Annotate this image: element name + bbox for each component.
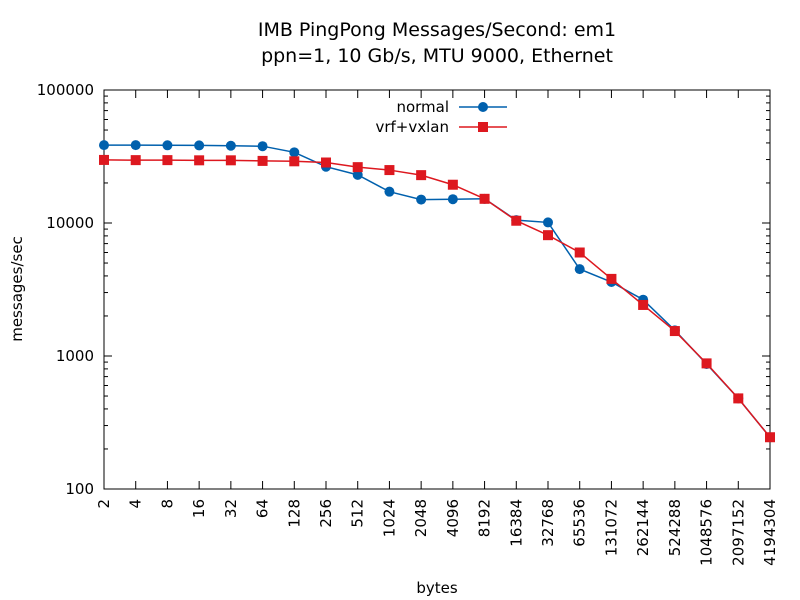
data-point-normal [194, 140, 205, 151]
legend-marker [478, 122, 488, 132]
y-axis-label: messages/sec [8, 236, 26, 342]
x-tick-label: 4 [127, 499, 145, 509]
series-vrf-vxlan [99, 154, 775, 443]
x-tick-label: 8 [158, 499, 176, 509]
data-point-vrf-vxlan [543, 230, 553, 241]
x-tick-label: 1048576 [698, 499, 716, 566]
data-point-vrf-vxlan [162, 155, 173, 166]
data-point-vrf-vxlan [733, 393, 744, 404]
x-tick-label: 1024 [380, 499, 398, 537]
data-point-normal [543, 217, 553, 228]
data-point-vrf-vxlan [511, 215, 522, 226]
data-point-vrf-vxlan [321, 157, 331, 168]
data-point-vrf-vxlan [257, 155, 268, 166]
x-tick-label: 2048 [412, 499, 430, 537]
legend-marker [478, 102, 488, 112]
legend-label-vrf-vxlan: vrf+vxlan [375, 118, 449, 136]
y-tick-label: 100 [65, 480, 94, 498]
y-tick-label: 100000 [37, 81, 94, 99]
data-point-normal [574, 264, 585, 275]
data-point-normal [162, 140, 173, 151]
y-axis: 100 1000 10000 100000 [37, 81, 770, 498]
data-point-vrf-vxlan [225, 155, 236, 166]
data-point-vrf-vxlan [130, 155, 141, 166]
chart-subtitle: ppn=1, 10 Gb/s, MTU 9000, Ethernet [261, 45, 613, 67]
x-tick-label: 65536 [571, 499, 589, 547]
data-point-normal [447, 194, 458, 205]
data-point-vrf-vxlan [416, 170, 427, 181]
x-tick-label: 256 [317, 499, 335, 528]
x-tick-label: 32768 [539, 499, 557, 547]
legend-sample-normal [459, 102, 507, 112]
legend-sample-vrf-vxlan [459, 122, 507, 132]
data-point-vrf-vxlan [384, 165, 395, 176]
data-point-vrf-vxlan [289, 156, 300, 167]
data-point-vrf-vxlan [701, 358, 712, 369]
data-point-vrf-vxlan [669, 326, 680, 337]
series-layer [99, 140, 775, 443]
data-point-vrf-vxlan [99, 154, 109, 165]
data-point-normal [289, 147, 300, 158]
x-tick-label: 4194304 [761, 499, 779, 566]
series-line-vrf-vxlan [103, 159, 771, 438]
data-point-normal [384, 186, 395, 197]
data-point-normal [257, 141, 268, 152]
data-point-vrf-vxlan [479, 193, 490, 204]
chart-title: IMB PingPong Messages/Second: em1 [258, 19, 616, 41]
data-point-vrf-vxlan [352, 162, 363, 173]
data-point-vrf-vxlan [447, 179, 458, 190]
x-tick-label: 131072 [602, 499, 620, 556]
x-tick-label: 8192 [476, 499, 494, 537]
x-tick-label: 2097152 [729, 499, 747, 566]
data-point-vrf-vxlan [194, 155, 205, 166]
data-point-vrf-vxlan [638, 299, 649, 310]
x-tick-label: 262144 [634, 499, 652, 556]
x-axis-label: bytes [416, 579, 458, 597]
data-point-vrf-vxlan [606, 273, 617, 284]
series-normal [99, 140, 775, 443]
data-point-vrf-vxlan [574, 247, 585, 258]
x-tick-label: 2 [95, 499, 113, 509]
x-tick-label: 64 [254, 499, 272, 518]
x-tick-label: 128 [285, 499, 303, 528]
legend-label-normal: normal [396, 98, 449, 116]
x-tick-label: 524288 [666, 499, 684, 556]
data-point-normal [130, 140, 141, 151]
data-point-normal [99, 140, 109, 151]
x-tick-label: 16384 [507, 499, 525, 547]
legend: normal vrf+vxlan [375, 98, 507, 136]
x-tick-label: 4096 [444, 499, 462, 537]
x-tick-label: 512 [349, 499, 367, 528]
series-line-normal [104, 144, 771, 438]
x-axis: 2 4 8 16 32 64 128 256 512 1024 2048 4096 8192 16384 3… [95, 90, 779, 566]
plot-frame [103, 89, 771, 490]
data-point-vrf-vxlan [765, 432, 775, 443]
x-tick-label: 16 [190, 499, 208, 518]
x-tick-label: 32 [222, 499, 240, 518]
y-tick-label: 10000 [46, 214, 94, 232]
data-point-normal [352, 169, 363, 180]
data-point-normal [225, 140, 236, 151]
data-point-normal [416, 194, 427, 205]
y-tick-label: 1000 [56, 347, 94, 365]
